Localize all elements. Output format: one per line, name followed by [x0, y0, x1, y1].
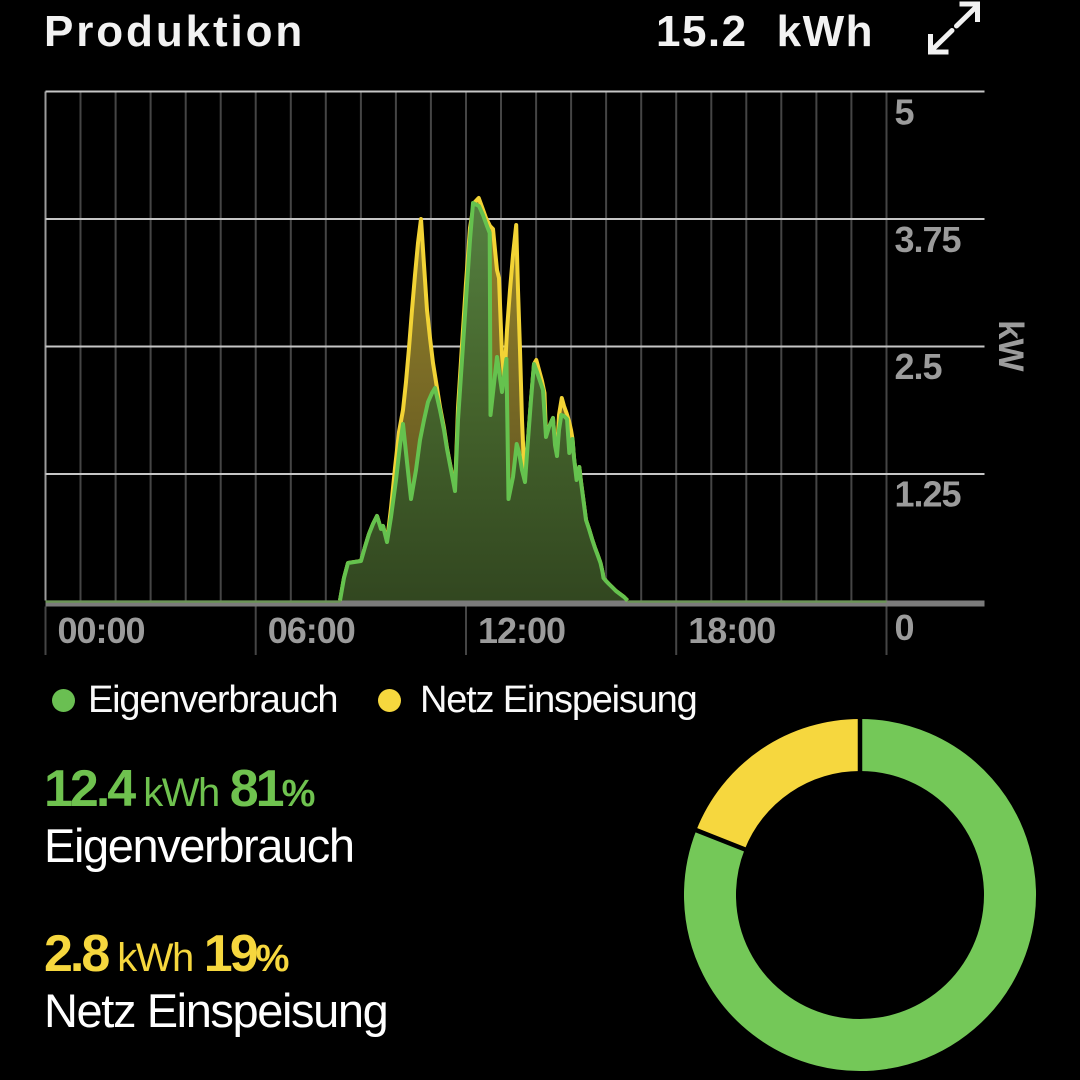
svg-text:5: 5: [895, 92, 915, 133]
svg-text:06:00: 06:00: [268, 610, 355, 651]
svg-text:1.25: 1.25: [895, 474, 962, 515]
svg-text:12:00: 12:00: [478, 610, 565, 651]
svg-text:3.75: 3.75: [895, 219, 962, 260]
svg-text:2.5: 2.5: [895, 346, 943, 387]
svg-text:kW: kW: [991, 320, 1030, 371]
svg-text:00:00: 00:00: [58, 610, 145, 651]
svg-text:18:00: 18:00: [688, 610, 775, 651]
svg-text:0: 0: [895, 607, 914, 648]
